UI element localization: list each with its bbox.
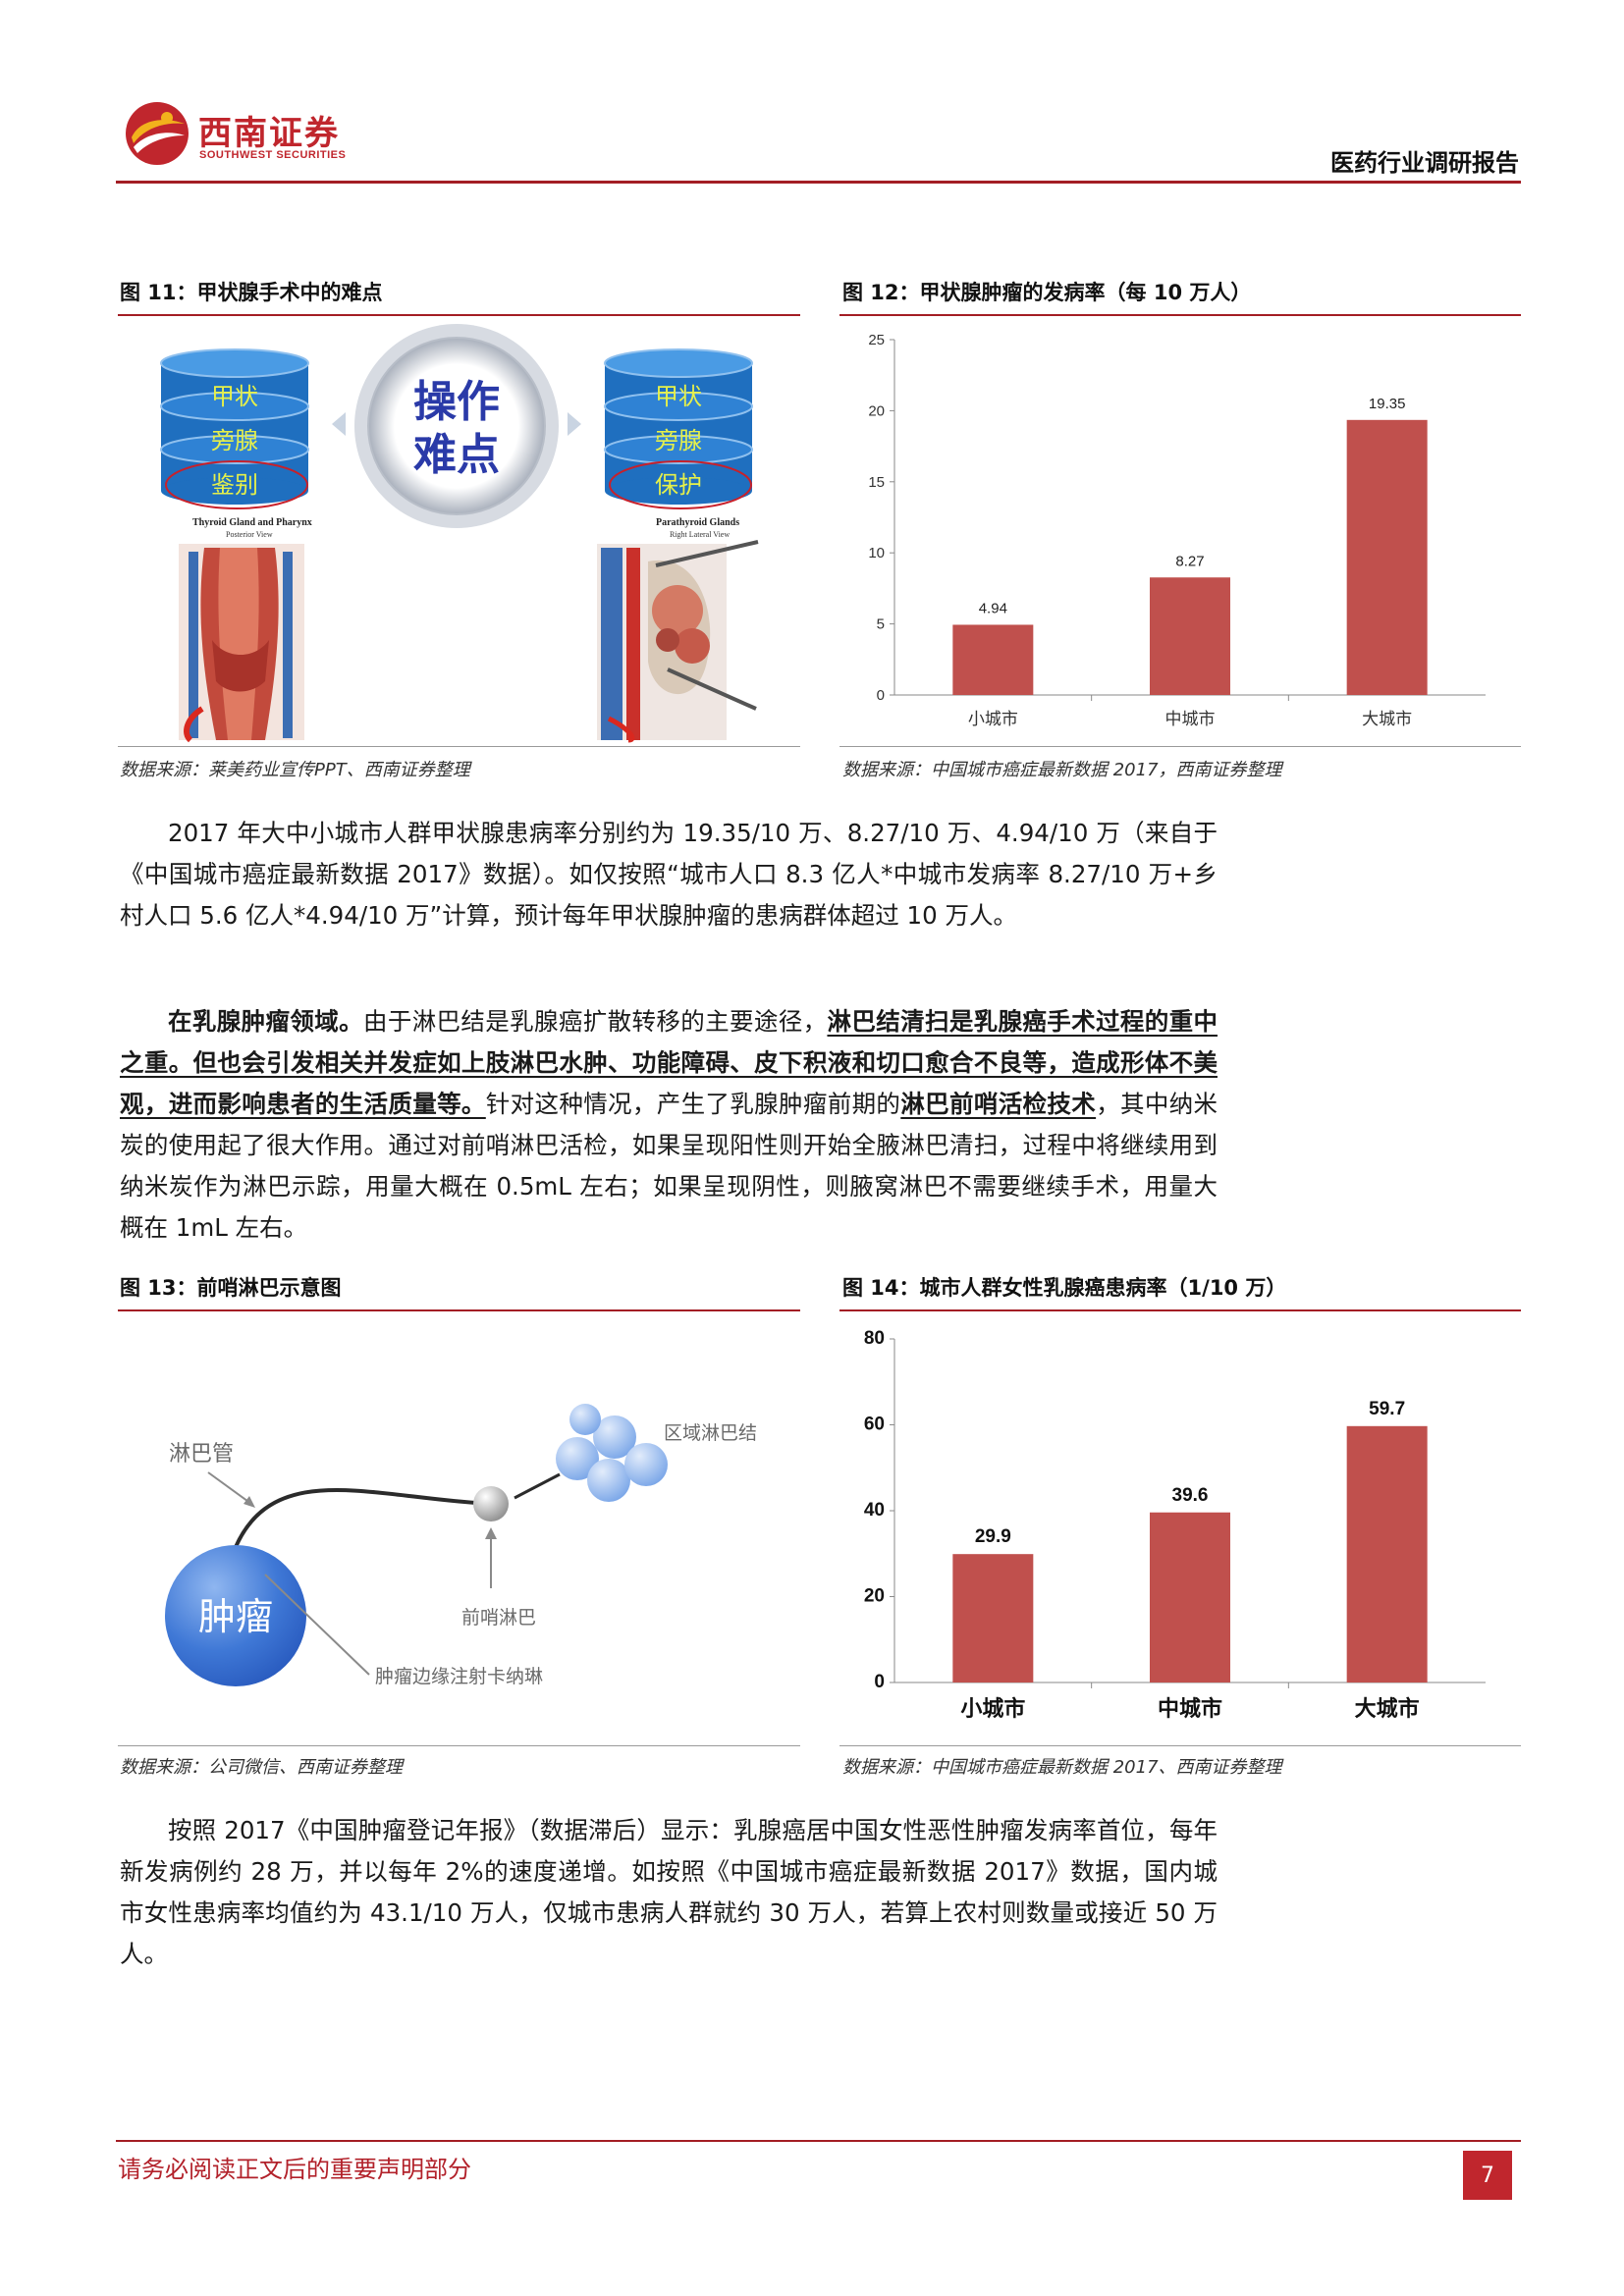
bar — [1150, 1512, 1230, 1682]
fig11-rule — [118, 314, 800, 316]
right-stack-item-2: 旁腺 — [655, 427, 702, 454]
page-number: 7 — [1463, 2151, 1512, 2200]
right-stack-item-1: 甲状 — [655, 383, 702, 410]
center-line-2: 难点 — [413, 430, 500, 480]
fig13-diagram: 肿瘤 淋巴管 区域淋巴结 前哨淋巴 肿瘤边缘注射卡纳琳 — [165, 1404, 757, 1687]
right-cylinder-stack: 甲状 旁腺 保护 — [604, 348, 753, 509]
fig13-source: 数据来源：公司微信、西南证券整理 — [120, 1757, 403, 1778]
left-stack-item-2: 旁腺 — [211, 427, 258, 454]
data-label: 4.94 — [979, 600, 1007, 616]
right-anatomy-illustration — [597, 540, 759, 743]
sentinel-node — [473, 1486, 509, 1522]
y-tick-label: 60 — [864, 1415, 885, 1435]
y-tick-label: 5 — [877, 616, 885, 633]
fig12-chart: 0 5 10 15 20 25 4.94 小城市 8.27 中城市 19.35 大城市 — [868, 332, 1486, 729]
x-tick-label: 中城市 — [1165, 710, 1216, 729]
logo-text: 西南证券 — [198, 114, 340, 153]
regional-node-label: 区域淋巴结 — [664, 1422, 757, 1444]
y-tick-label: 0 — [877, 687, 885, 704]
y-tick-label: 15 — [868, 474, 885, 491]
bar — [1346, 1425, 1428, 1682]
fig14-source: 数据来源：中国城市癌症最新数据 2017、西南证券整理 — [842, 1757, 1282, 1778]
fig12-rule — [839, 314, 1521, 316]
y-tick-label: 0 — [874, 1672, 885, 1692]
y-tick-label: 25 — [868, 332, 885, 348]
bar — [952, 1554, 1034, 1682]
fig11-bottom-rule — [118, 746, 800, 747]
left-anatomy-caption: Thyroid Gland and Pharynx — [192, 517, 312, 528]
paragraph-incidence: 按照 2017《中国肿瘤登记年报》（数据滞后）显示：乳腺癌居中国女性恶性肿瘤发病… — [120, 1810, 1218, 1975]
y-tick-label: 80 — [864, 1328, 885, 1349]
regional-lymph-nodes — [556, 1404, 668, 1502]
header-rule — [116, 181, 1521, 184]
tumor-label: 肿瘤 — [198, 1595, 273, 1638]
fig12-source: 数据来源：中国城市癌症最新数据 2017，西南证券整理 — [842, 760, 1282, 780]
fig12-bottom-rule — [839, 746, 1521, 747]
y-tick-label: 20 — [864, 1586, 885, 1607]
logo-subtitle: SOUTHWEST SECURITIES — [199, 149, 347, 161]
fig13-bottom-rule — [118, 1745, 800, 1746]
right-stack-item-3: 保护 — [655, 471, 702, 499]
fig14-chart: 0 20 40 60 80 29.9 小城市 39.6 中城市 59.7 大城市 — [864, 1328, 1486, 1722]
y-tick-label: 10 — [868, 545, 885, 561]
right-anatomy-subcaption: Right Lateral View — [670, 530, 730, 539]
fig12-title: 图 12：甲状腺肿瘤的发病率（每 10 万人） — [842, 281, 1252, 304]
paragraph-breast-emphasis-2: 淋巴前哨活检技术 — [900, 1090, 1097, 1118]
right-anatomy-caption: Parathyroid Glands — [656, 517, 739, 528]
fig11-diagram: 甲状 旁腺 鉴别 甲状 旁腺 保护 操作 难点 Thyroid Gland an… — [160, 324, 759, 743]
left-cylinder-stack: 甲状 旁腺 鉴别 — [160, 348, 309, 509]
fig11-source: 数据来源：莱美药业宣传PPT、西南证券整理 — [120, 760, 470, 780]
bar — [1346, 419, 1428, 695]
fig13-title: 图 13：前哨淋巴示意图 — [120, 1276, 342, 1300]
fig14-rule — [839, 1309, 1521, 1311]
injection-label: 肿瘤边缘注射卡纳琳 — [375, 1666, 543, 1687]
x-tick-label: 大城市 — [1355, 1696, 1420, 1722]
paragraph-thyroid: 2017 年大中小城市人群甲状腺患病率分别约为 19.35/10 万、8.27/… — [120, 813, 1218, 936]
report-type: 医药行业调研报告 — [1330, 149, 1519, 177]
paragraph-breast: 在乳腺肿瘤领域。由于淋巴结是乳腺癌扩散转移的主要途径，淋巴结清扫是乳腺癌手术过程… — [120, 1001, 1218, 1249]
paragraph-thyroid-text: 2017 年大中小城市人群甲状腺患病率分别约为 19.35/10 万、8.27/… — [120, 819, 1218, 930]
lymph-vessel — [234, 1488, 492, 1548]
bar — [1150, 577, 1230, 695]
left-anatomy-illustration — [179, 544, 304, 743]
data-label: 8.27 — [1175, 553, 1204, 569]
sentinel-node-label: 前哨淋巴 — [461, 1607, 536, 1629]
y-tick-label: 20 — [868, 402, 885, 419]
bar — [952, 624, 1034, 695]
paragraph-incidence-text: 按照 2017《中国肿瘤登记年报》（数据滞后）显示：乳腺癌居中国女性恶性肿瘤发病… — [120, 1816, 1218, 1968]
paragraph-breast-text-1: 由于淋巴结是乳腺癌扩散转移的主要途径， — [362, 1007, 828, 1036]
data-label: 29.9 — [975, 1526, 1011, 1547]
left-anatomy-subcaption: Posterior View — [226, 530, 273, 539]
lymph-vessel-label: 淋巴管 — [169, 1442, 234, 1467]
paragraph-breast-lead: 在乳腺肿瘤领域。 — [168, 1007, 363, 1036]
fig11-title: 图 11：甲状腺手术中的难点 — [120, 281, 383, 304]
footer-rule — [116, 2140, 1521, 2142]
data-label: 59.7 — [1369, 1399, 1405, 1419]
x-tick-label: 中城市 — [1158, 1696, 1222, 1722]
x-tick-label: 大城市 — [1362, 710, 1412, 729]
left-stack-item-3: 鉴别 — [211, 471, 258, 499]
disclaimer-note: 请务必阅读正文后的重要声明部分 — [118, 2156, 471, 2183]
data-label: 39.6 — [1172, 1485, 1209, 1506]
center-line-1: 操作 — [413, 377, 500, 427]
fig14-title: 图 14：城市人群女性乳腺癌患病率（1/10 万） — [842, 1276, 1287, 1300]
paragraph-breast-text-2: 针对这种情况，产生了乳腺肿瘤前期的 — [485, 1090, 901, 1118]
left-stack-item-1: 甲状 — [211, 383, 258, 410]
data-label: 19.35 — [1369, 396, 1406, 412]
paragraph-breast-text-3: ，其中纳米炭的使用起了很大作用。通过对前哨淋巴活检，如果呈现阳性则开始全腋淋巴清… — [120, 1090, 1218, 1242]
y-tick-label: 40 — [864, 1500, 885, 1521]
fig13-rule — [118, 1309, 800, 1311]
x-tick-label: 小城市 — [968, 710, 1018, 729]
paragraph-breast-emphasis-1: 淋巴结清扫是乳腺癌手术过程的重中之重。但也会引发相关并发症如上肢淋巴水肿、功能障… — [120, 1007, 1218, 1118]
fig14-bottom-rule — [839, 1745, 1521, 1746]
x-tick-label: 小城市 — [960, 1696, 1025, 1722]
logo-icon — [126, 102, 189, 165]
